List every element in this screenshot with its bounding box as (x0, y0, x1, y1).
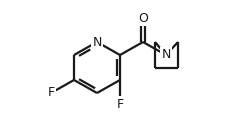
Text: N: N (92, 35, 102, 48)
Text: F: F (117, 98, 124, 111)
Text: N: N (161, 48, 171, 62)
Text: F: F (48, 86, 55, 99)
Text: O: O (138, 12, 148, 25)
